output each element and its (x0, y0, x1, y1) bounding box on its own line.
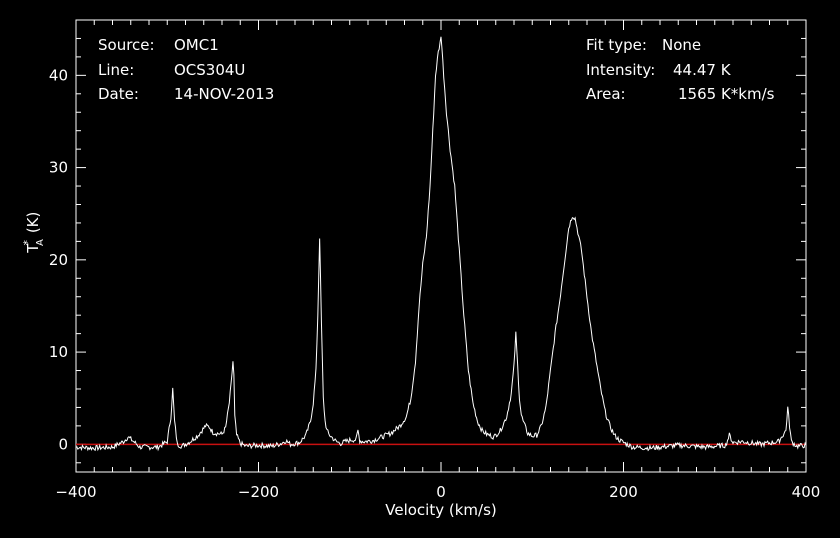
area-value: 1565 K*km/s (678, 85, 775, 103)
line-label: Line: (98, 61, 135, 79)
x-tick-label: 0 (436, 483, 446, 501)
x-tick-label: −200 (238, 483, 279, 501)
fit-type-value: None (662, 36, 702, 54)
area-label: Area: (586, 85, 626, 103)
y-tick-label: 0 (58, 435, 68, 453)
x-tick-label: 400 (792, 483, 821, 501)
y-axis-label: T*A(K) (21, 212, 46, 254)
x-axis-label: Velocity (km/s) (385, 501, 496, 519)
x-tick-label: −400 (55, 483, 96, 501)
date-value: 14-NOV-2013 (174, 85, 275, 103)
y-tick-label: 20 (49, 251, 68, 269)
y-tick-label: 10 (49, 343, 68, 361)
spectrum-line (75, 36, 807, 452)
line-value: OCS304U (174, 61, 246, 79)
source-value: OMC1 (174, 36, 219, 54)
intensity-value: 44.47 K (673, 61, 731, 79)
fit-type-label: Fit type: (586, 36, 647, 54)
date-label: Date: (98, 85, 139, 103)
intensity-label: Intensity: (586, 61, 656, 79)
source-label: Source: (98, 36, 155, 54)
y-tick-label: 30 (49, 159, 68, 177)
y-tick-label: 40 (49, 66, 68, 84)
x-tick-label: 200 (609, 483, 638, 501)
